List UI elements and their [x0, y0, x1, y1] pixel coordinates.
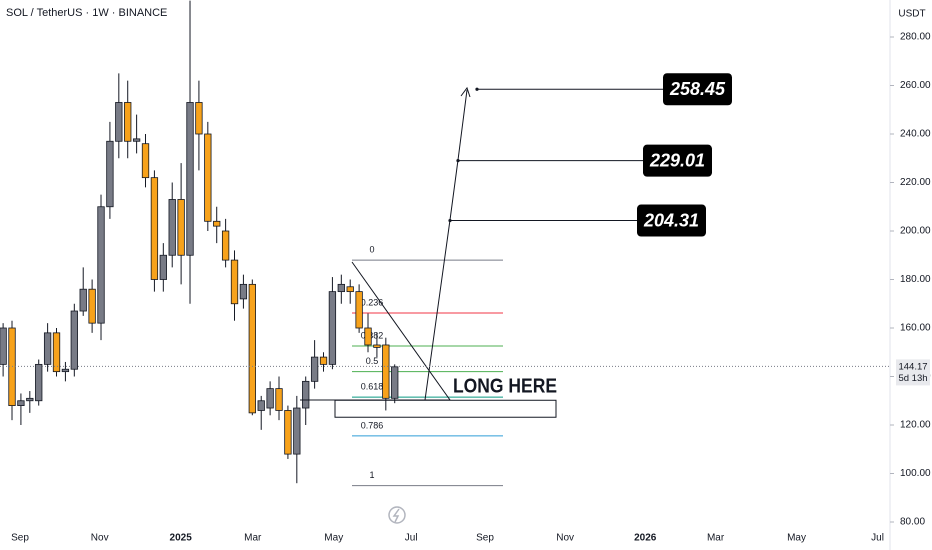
target-label: 229.01	[649, 150, 705, 170]
candle-body	[70, 310, 78, 370]
candle-body	[150, 177, 159, 280]
candle-body	[319, 356, 328, 365]
candle-body	[266, 388, 274, 409]
candle-body	[230, 259, 239, 305]
countdown-label: 5d 13h	[898, 373, 927, 384]
candle-body	[257, 400, 265, 411]
candle-body	[355, 291, 363, 329]
candle-body	[168, 199, 176, 256]
y-tick-label: 220.00	[900, 177, 931, 188]
target-box	[637, 204, 706, 237]
candle-body	[337, 283, 345, 293]
candle-body	[88, 288, 96, 324]
target-box	[663, 73, 732, 106]
zone-label: LONG HERE	[453, 376, 557, 398]
y-tick-label: 240.00	[900, 129, 931, 140]
x-tick-label: Sep	[11, 533, 29, 544]
candle-body	[328, 291, 337, 365]
last-price-label: 144.17	[898, 361, 927, 372]
candle-body	[213, 220, 221, 227]
candle-body	[61, 368, 70, 373]
long-zone	[334, 399, 557, 418]
candle-body	[124, 102, 132, 142]
y-tick-label: 180.00	[900, 274, 931, 285]
x-tick-label: Jul	[405, 533, 418, 544]
candle-body	[204, 133, 212, 222]
logo-icon	[388, 506, 406, 524]
candle-body	[35, 363, 43, 402]
x-tick-label: May	[324, 533, 343, 544]
candle-body	[0, 327, 7, 365]
candle-body	[26, 397, 34, 402]
candle-body	[373, 344, 381, 348]
fib-label: 0.618	[361, 381, 384, 391]
candle-body	[186, 102, 194, 256]
candle-body	[310, 356, 319, 382]
candle-body	[391, 366, 399, 399]
fib-label: 0.382	[361, 330, 384, 340]
candle-body	[275, 388, 283, 411]
x-tick-label: Nov	[556, 533, 574, 544]
candle-body	[346, 286, 354, 293]
candle-body	[52, 332, 61, 373]
x-tick-label: May	[787, 533, 806, 544]
candle-body	[284, 410, 292, 455]
x-tick-label: Mar	[244, 533, 262, 544]
target-point	[456, 159, 460, 163]
candle-body	[43, 332, 52, 365]
candle-body	[106, 140, 114, 208]
target-point	[475, 87, 479, 91]
y-tick-label: 200.00	[900, 226, 931, 237]
fib-label: 0	[369, 244, 374, 254]
candle-body	[293, 407, 301, 455]
candle-body	[302, 380, 310, 409]
chart-title: SOL / TetherUS · 1W · BINANCE	[6, 7, 167, 19]
logo-icon	[392, 508, 400, 523]
candle-body	[382, 344, 390, 399]
arrow-head	[460, 86, 471, 98]
x-tick-label: Sep	[476, 533, 494, 544]
fib-label: 0.5	[366, 356, 379, 366]
projection-path	[424, 89, 468, 401]
target-point	[448, 218, 452, 223]
y-tick-label: 260.00	[900, 80, 931, 91]
candle-body	[115, 102, 123, 142]
plot-area: 0 0.236 0.382 0.5 0.618 0.786 1 LONG HERE	[0, 0, 890, 487]
fib-label: 1	[369, 470, 374, 480]
target-label: 204.31	[643, 210, 699, 230]
fib-label: 0.786	[361, 420, 384, 430]
candle-body	[17, 400, 25, 406]
x-tick-label: Nov	[91, 533, 109, 544]
candle-body	[239, 283, 248, 300]
candle-body	[97, 206, 105, 324]
candle-body	[141, 143, 150, 179]
y-tick-label: 280.00	[900, 32, 931, 43]
candle-body	[159, 254, 167, 280]
currency-label: USDT	[898, 9, 925, 20]
y-tick-label: 160.00	[900, 323, 931, 334]
x-tick-label: Mar	[707, 533, 725, 544]
y-tick-label: 120.00	[900, 420, 931, 431]
candle-body	[364, 327, 372, 346]
candle-body	[79, 288, 87, 312]
y-tick-label: 100.00	[900, 468, 931, 479]
fib-label: 0.236	[361, 297, 384, 307]
x-tick-label: Jul	[871, 533, 884, 544]
candle-body	[177, 199, 185, 256]
target-box	[643, 144, 712, 177]
x-tick-label: 2026	[634, 533, 657, 544]
candle-body	[221, 230, 230, 261]
x-tick-label: 2025	[170, 533, 193, 544]
price-tag	[896, 359, 930, 386]
target-label: 258.45	[669, 79, 726, 99]
candle-body	[195, 102, 203, 135]
candle-body	[248, 283, 256, 414]
candle-body	[132, 138, 141, 142]
y-tick-label: 80.00	[900, 517, 925, 528]
